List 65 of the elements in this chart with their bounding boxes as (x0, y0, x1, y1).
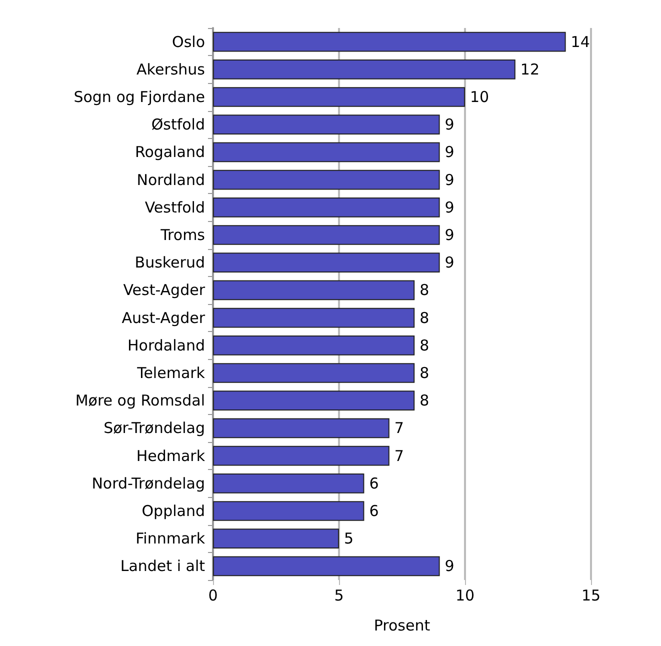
data-label: 9 (444, 198, 454, 216)
bar (213, 142, 440, 162)
data-label: 9 (444, 143, 454, 162)
y-tick-label: Troms (160, 226, 206, 244)
y-tick-label: Oppland (142, 502, 205, 520)
y-tick-label: Nordland (136, 170, 205, 189)
y-tick-label: Akershus (136, 60, 206, 78)
y-tick-label: Møre og Romsdal (75, 392, 205, 410)
bar (213, 390, 415, 411)
data-label: 7 (394, 419, 404, 438)
y-tick-label: Landet i alt (120, 557, 206, 576)
y-tick-label: Finnmark (136, 530, 206, 548)
bar (213, 335, 415, 356)
data-label: 14 (570, 32, 590, 51)
data-label: 7 (394, 446, 404, 465)
y-tick-label: Telemark (136, 364, 206, 382)
bar (213, 446, 390, 466)
data-label: 6 (369, 502, 379, 520)
y-tick-label: Hedmark (136, 446, 206, 465)
y-tick-label: Oslo (172, 32, 205, 51)
data-label: 9 (444, 116, 454, 134)
y-tick-label: Rogaland (134, 143, 205, 162)
bar (213, 114, 440, 135)
bar (213, 280, 415, 300)
y-tick-label: Sogn og Fjordane (74, 88, 205, 106)
y-tick-label: Hordaland (128, 336, 205, 354)
y-tick-label: Sør-Trøndelag (104, 419, 205, 438)
data-label: 9 (444, 557, 454, 576)
x-tick-label: 0 (208, 586, 218, 604)
bar (213, 501, 364, 521)
data-label: 8 (420, 364, 430, 382)
data-label: 12 (520, 60, 540, 78)
bar (213, 528, 339, 549)
y-tick-label: Aust-Agder (122, 308, 206, 327)
y-tick-label: Østfold (151, 116, 205, 134)
data-label: 8 (420, 392, 430, 410)
bar (213, 363, 415, 383)
data-label: 5 (344, 530, 354, 548)
data-label: 8 (420, 281, 430, 300)
data-label: 8 (420, 336, 430, 354)
y-tick-label: Vest-Agder (123, 281, 206, 300)
bar (213, 197, 440, 218)
bar (213, 252, 440, 273)
data-label: 10 (470, 88, 490, 106)
bar (213, 308, 415, 328)
bar (213, 225, 440, 245)
y-tick-label: Vestfold (144, 198, 205, 216)
x-axis-title: Prosent (374, 616, 430, 634)
bar (213, 556, 440, 576)
bar (213, 87, 465, 107)
bar (213, 473, 364, 494)
bar (213, 59, 516, 80)
data-label: 6 (369, 474, 379, 492)
x-tick-label: 10 (455, 586, 475, 604)
bar (213, 418, 390, 438)
x-tick-label: 5 (334, 586, 344, 604)
y-tick-label: Buskerud (134, 254, 205, 272)
data-label: 9 (444, 226, 454, 244)
data-label: 8 (420, 308, 430, 327)
x-tick-label: 15 (581, 586, 601, 604)
bar (213, 170, 440, 190)
data-label: 9 (444, 254, 454, 272)
bar (213, 32, 566, 52)
y-tick-label: Nord-Trøndelag (92, 474, 205, 492)
data-label: 9 (444, 170, 454, 189)
